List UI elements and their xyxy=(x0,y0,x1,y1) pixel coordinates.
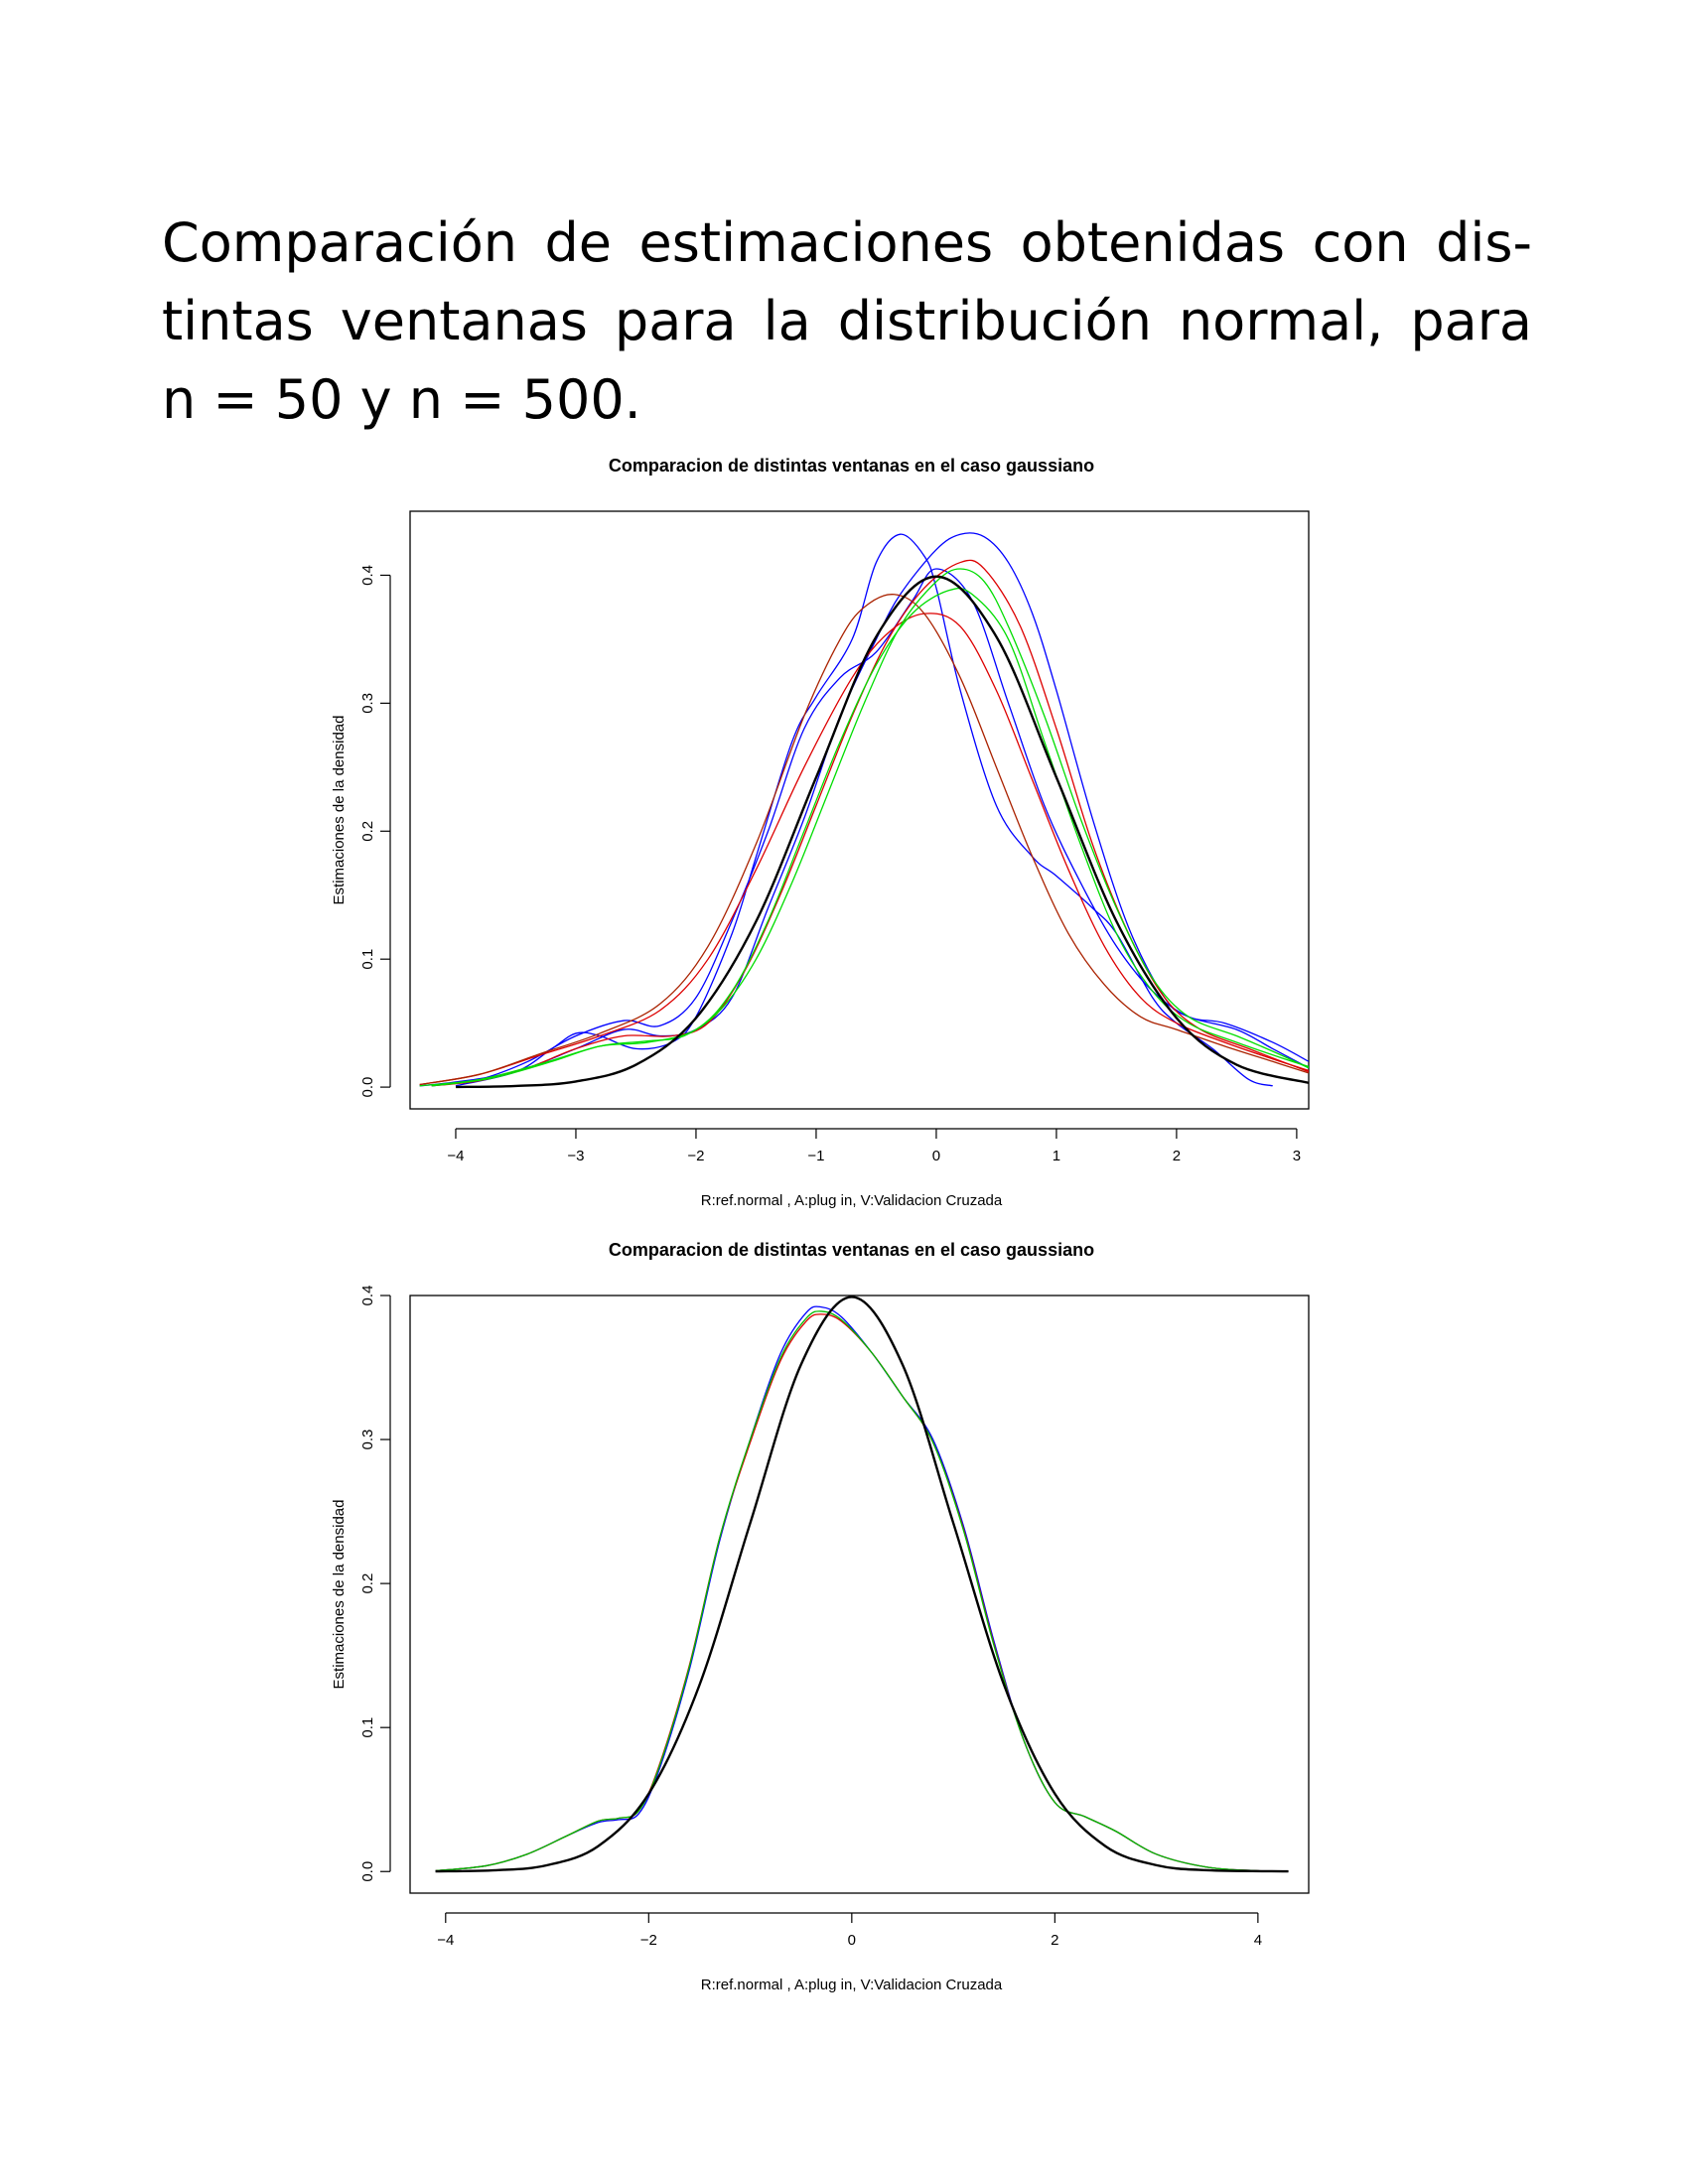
y-tick-label: 0.3 xyxy=(359,693,376,714)
y-tick-label: 0.2 xyxy=(359,821,376,842)
x-tick-label: −2 xyxy=(640,1932,657,1949)
density-curve-6 xyxy=(419,613,1309,1086)
x-tick-label: 0 xyxy=(848,1932,856,1949)
x-tick-label: 4 xyxy=(1254,1932,1262,1949)
heading-line-3: n = 50 y n = 500. xyxy=(162,368,641,431)
y-tick-label: 0.0 xyxy=(359,1077,376,1098)
y-tick-label: 0.4 xyxy=(359,1286,376,1306)
density-chart-n500: Comparacion de distintas ventanas en el … xyxy=(331,1240,1310,1993)
density-curve-4 xyxy=(435,1310,1289,1872)
y-axis-label: Estimaciones de la densidad xyxy=(331,716,348,905)
density-curve-3 xyxy=(435,1313,1289,1872)
page-heading: Comparación de estimaciones obtenidas co… xyxy=(162,204,1532,439)
density-curve-9 xyxy=(431,587,1309,1087)
x-tick-label: 0 xyxy=(932,1148,940,1164)
series-group xyxy=(419,532,1309,1089)
heading-line-1: Comparación de estimaciones obtenidas co… xyxy=(162,211,1532,274)
plot-frame xyxy=(409,1295,1310,1894)
series-group xyxy=(435,1296,1289,1873)
x-tick-label: 2 xyxy=(1051,1932,1058,1949)
y-tick-label: 0.0 xyxy=(359,1861,376,1882)
x-tick-label: −1 xyxy=(807,1148,824,1164)
x-tick-label: −3 xyxy=(567,1148,584,1164)
x-tick-label: −2 xyxy=(687,1148,704,1164)
x-tick-label: 2 xyxy=(1173,1148,1181,1164)
density-curve-2 xyxy=(455,533,1273,1087)
chart-title: Comparacion de distintas ventanas en el … xyxy=(609,456,1094,476)
density-curve-8 xyxy=(419,568,1309,1087)
density-chart-n50: Comparacion de distintas ventanas en el … xyxy=(331,456,1310,1209)
y-tick-label: 0.1 xyxy=(359,1717,376,1738)
x-tick-label: −4 xyxy=(437,1932,454,1949)
x-tick-label: 3 xyxy=(1293,1148,1301,1164)
y-tick-label: 0.4 xyxy=(359,565,376,586)
heading-line-2: tintas ventanas para la distribución nor… xyxy=(162,290,1532,352)
density-curve-7 xyxy=(419,594,1309,1086)
density-curve-1 xyxy=(455,575,1309,1089)
y-axis-label: Estimaciones de la densidad xyxy=(331,1500,348,1690)
density-curve-3 xyxy=(419,532,1309,1087)
x-axis-label: R:ref.normal , A:plug in, V:Validacion C… xyxy=(701,1192,1003,1209)
density-curve-2 xyxy=(435,1305,1289,1872)
y-tick-label: 0.2 xyxy=(359,1573,376,1594)
x-tick-label: 1 xyxy=(1053,1148,1060,1164)
x-tick-label: −4 xyxy=(447,1148,464,1164)
y-tick-label: 0.1 xyxy=(359,949,376,970)
chart-title: Comparacion de distintas ventanas en el … xyxy=(609,1240,1094,1260)
plot-frame xyxy=(409,510,1310,1110)
density-curve-1 xyxy=(435,1296,1289,1873)
y-tick-label: 0.3 xyxy=(359,1430,376,1450)
x-axis-label: R:ref.normal , A:plug in, V:Validacion C… xyxy=(701,1977,1003,1993)
